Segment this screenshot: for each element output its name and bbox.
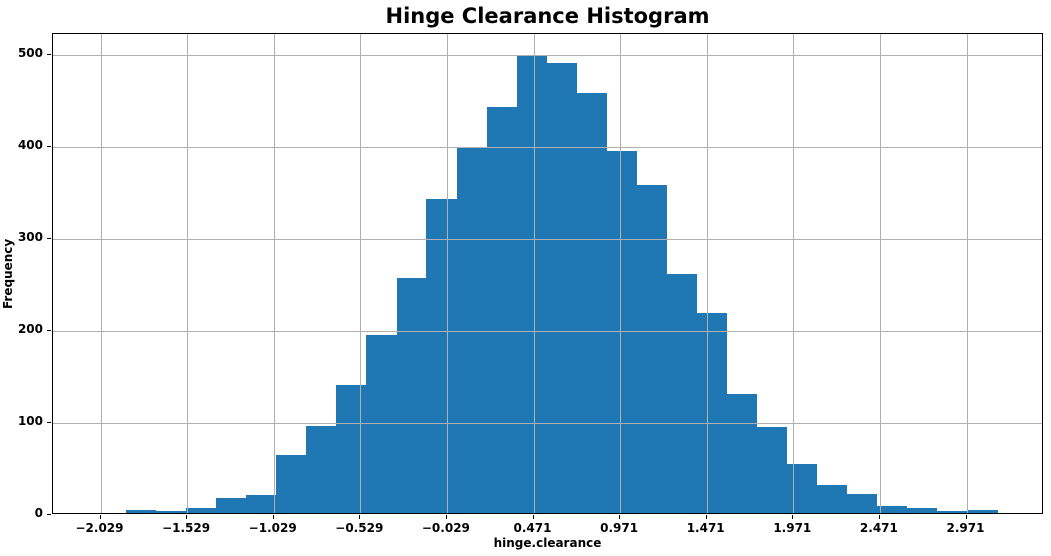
gridline-horizontal (53, 423, 1042, 424)
histogram-bar (877, 505, 907, 513)
histogram-bar (216, 498, 246, 513)
x-tick-label: 2.471 (859, 521, 898, 535)
histogram-bar (336, 385, 366, 513)
histogram-bar (126, 510, 156, 513)
x-tick-mark (619, 515, 621, 519)
x-tick-label: 1.971 (773, 521, 812, 535)
gridline-vertical (360, 34, 362, 513)
histogram-bar (577, 92, 607, 513)
x-tick-mark (99, 515, 101, 519)
gridline-horizontal (53, 239, 1042, 240)
histogram-bar (967, 510, 998, 513)
histogram-bar (186, 508, 216, 513)
histogram-bar (787, 464, 817, 513)
x-tick-label: −0.529 (335, 521, 384, 535)
histogram-bar (907, 508, 937, 513)
y-tick-mark (47, 146, 51, 147)
x-axis-label: hinge.clearance (493, 536, 602, 550)
gridline-vertical (879, 34, 881, 513)
x-tick-label: −1.029 (248, 521, 297, 535)
x-tick-label: −0.029 (421, 521, 470, 535)
gridline-vertical (187, 34, 189, 513)
x-tick-mark (186, 515, 188, 519)
y-tick-mark (47, 54, 51, 55)
gridline-vertical (533, 34, 535, 513)
gridline-vertical (966, 34, 968, 513)
gridline-horizontal (53, 55, 1042, 56)
histogram-bar (757, 427, 787, 513)
gridline-vertical (446, 34, 448, 513)
x-tick-mark (445, 515, 447, 519)
y-tick-mark (47, 422, 51, 423)
x-tick-mark (878, 515, 880, 519)
histogram-bar (727, 394, 757, 513)
x-tick-mark (965, 515, 967, 519)
x-tick-label: 0.471 (513, 521, 552, 535)
y-tick-label: 400 (17, 138, 43, 152)
gridline-horizontal (53, 147, 1042, 148)
y-tick-mark (47, 330, 51, 331)
y-tick-mark (47, 238, 51, 239)
histogram-bar (156, 511, 186, 513)
x-tick-label: 2.971 (946, 521, 985, 535)
gridline-horizontal (53, 331, 1042, 332)
histogram-bar (306, 425, 336, 513)
gridline-vertical (706, 34, 708, 513)
x-tick-label: 0.971 (600, 521, 639, 535)
histogram-bar (397, 278, 426, 513)
histogram-bar (426, 199, 457, 513)
histogram-bar (667, 273, 697, 513)
x-tick-label: −2.029 (75, 521, 124, 535)
y-tick-label: 0 (34, 506, 43, 520)
plot-area (52, 33, 1043, 514)
histogram-bar (847, 493, 877, 513)
histogram-bar (607, 151, 637, 513)
histogram-bar (366, 335, 397, 513)
histogram-bar (697, 313, 727, 513)
x-tick-label: 1.471 (686, 521, 725, 535)
histogram-bar (937, 511, 967, 513)
gridline-vertical (100, 34, 102, 513)
y-tick-label: 300 (17, 230, 43, 244)
histogram-bar (517, 55, 547, 513)
gridline-vertical (273, 34, 275, 513)
x-tick-mark (532, 515, 534, 519)
gridline-vertical (793, 34, 795, 513)
y-tick-label: 500 (17, 46, 43, 60)
x-tick-label: −1.529 (162, 521, 211, 535)
histogram-bar (637, 184, 667, 513)
histogram-bar (487, 107, 517, 513)
x-tick-mark (705, 515, 707, 519)
y-tick-label: 100 (17, 414, 43, 428)
x-tick-mark (359, 515, 361, 519)
histogram-bar (547, 63, 577, 513)
gridline-vertical (620, 34, 622, 513)
y-tick-mark (47, 514, 51, 515)
histogram-bar (246, 494, 276, 513)
x-tick-mark (792, 515, 794, 519)
x-tick-mark (272, 515, 274, 519)
histogram-bar (276, 455, 306, 513)
histogram-bar (457, 146, 487, 513)
histogram-bar (817, 484, 847, 513)
chart-title: Hinge Clearance Histogram (385, 4, 710, 28)
y-tick-label: 200 (17, 322, 43, 336)
y-axis-label: Frequency (1, 238, 15, 309)
